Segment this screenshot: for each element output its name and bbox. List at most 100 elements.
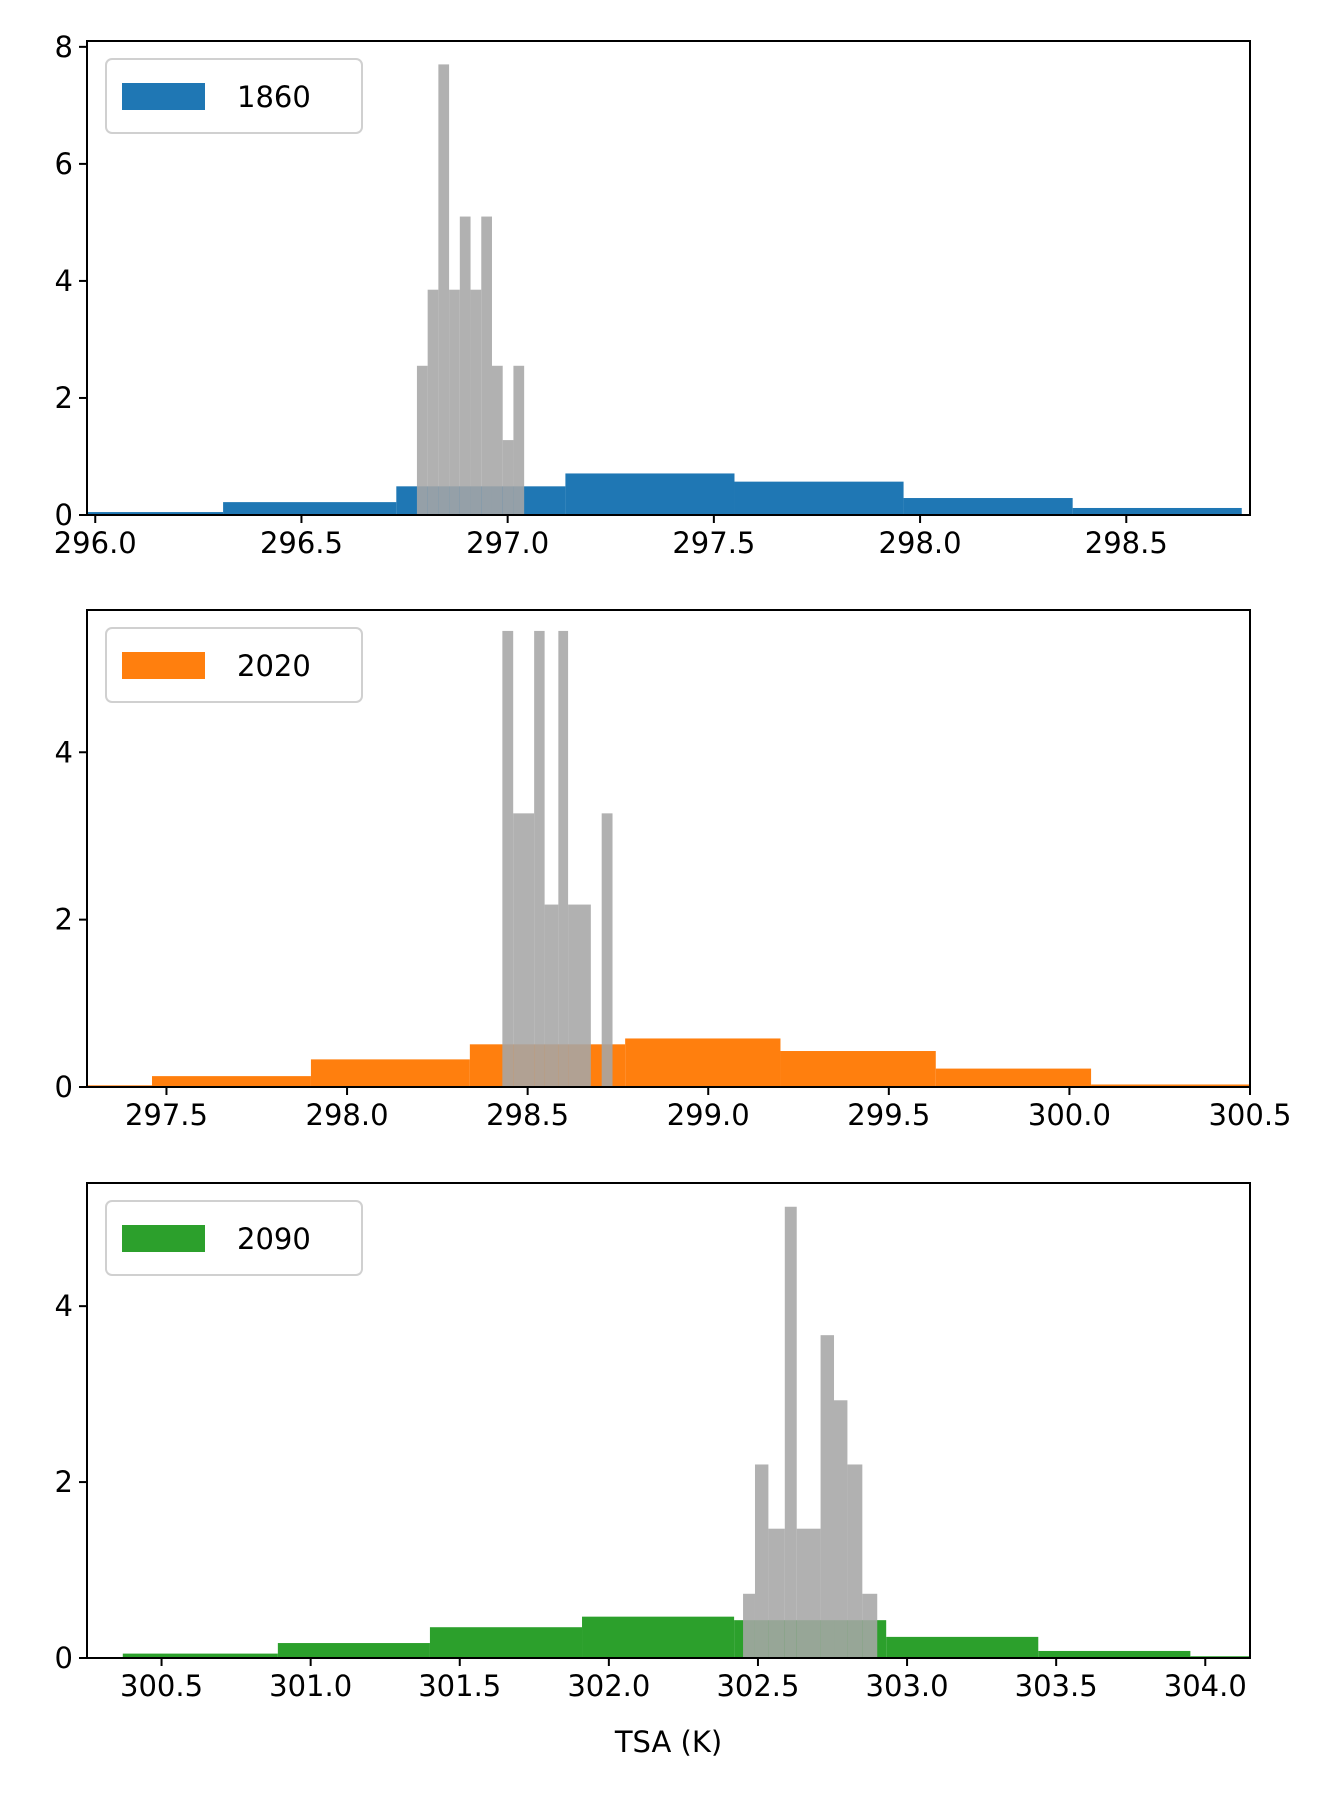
y-tick-label: 2	[55, 381, 73, 415]
panel-1860-frame	[86, 40, 1251, 516]
panel-2090-x-axis-label: TSA (K)	[614, 1725, 722, 1759]
bar-gray-3	[544, 904, 559, 1087]
x-tick-label: 296.0	[54, 526, 137, 560]
x-tick-label: 297.5	[672, 526, 755, 560]
panel-1860-bars	[87, 64, 1242, 516]
panel-2020: 297.5 298.0 298.5 299.0 299.5 300.0 300.5 024 …	[55, 609, 1292, 1132]
x-tick-label: 301.0	[269, 1669, 352, 1703]
y-tick-label: 4	[55, 1289, 73, 1323]
legend-label-1860: 1860	[237, 80, 311, 114]
y-tick-label: 2	[55, 1465, 73, 1499]
bar-1860-3	[565, 473, 735, 515]
bar-gray-7	[847, 1464, 863, 1658]
bar-gray-2	[534, 630, 545, 1087]
x-tick-label: 298.5	[486, 1098, 569, 1132]
y-tick-label: 0	[55, 498, 73, 532]
x-tick-label: 298.0	[879, 526, 962, 560]
x-tick-label: 300.5	[1208, 1098, 1291, 1132]
x-tick-label: 297.5	[125, 1098, 208, 1132]
legend-swatch-2020	[122, 652, 205, 679]
panel-2090-frame	[86, 1182, 1251, 1659]
bar-1860-4	[734, 481, 904, 515]
panel-2020-frame	[86, 609, 1251, 1088]
legend-label-2020: 2020	[237, 649, 311, 683]
legend-2090: 2090	[105, 1200, 363, 1276]
x-tick-label: 298.0	[306, 1098, 389, 1132]
bar-gray-9	[513, 365, 525, 515]
y-tick-label: 2	[55, 903, 73, 937]
y-tick-label: 8	[55, 30, 73, 64]
bar-gray-8	[502, 440, 514, 515]
x-tick-label: 297.0	[466, 526, 549, 560]
bar-2090-5	[886, 1636, 1039, 1658]
panel-2020-bars	[87, 630, 1250, 1087]
bar-1860-6	[1072, 507, 1242, 515]
x-tick-label: 299.0	[667, 1098, 750, 1132]
panel-1860: 296.0 296.5 297.0 297.5 298.0 298.5 0 2 4 6 8 186…	[54, 30, 1251, 560]
x-tick-label: 299.5	[847, 1098, 930, 1132]
bar-2020-5	[780, 1051, 936, 1087]
bar-2090-2	[429, 1627, 583, 1658]
x-tick-label: 302.5	[716, 1669, 799, 1703]
x-tick-label: 296.5	[260, 526, 343, 560]
bar-gray-1	[427, 289, 439, 515]
panel-1860-y-ticks: 0 2 4 6 8	[55, 30, 87, 532]
panel-2020-x-ticks: 297.5 298.0 298.5 299.0 299.5 300.0 300.5	[125, 1087, 1292, 1132]
x-tick-label: 301.5	[418, 1669, 501, 1703]
legend-label-2090: 2090	[237, 1222, 311, 1256]
legend-1860: 1860	[105, 58, 363, 134]
y-tick-label: 6	[55, 147, 73, 181]
legend-box	[105, 1200, 363, 1276]
legend-swatch-2090	[122, 1225, 205, 1252]
bar-gray-5	[568, 904, 591, 1087]
x-tick-label: 303.5	[1015, 1669, 1098, 1703]
y-tick-label: 4	[55, 735, 73, 769]
bar-2090-3	[582, 1616, 735, 1658]
panel-1860-x-ticks: 296.0 296.5 297.0 297.5 298.0 298.5	[54, 515, 1168, 560]
bar-2090-1	[277, 1643, 430, 1658]
bar-gray-1	[754, 1464, 769, 1658]
bar-gray-3	[784, 1206, 797, 1658]
panel-2020-y-ticks: 0 2 4	[55, 735, 87, 1104]
x-tick-label: 302.0	[567, 1669, 650, 1703]
legend-swatch-1860	[122, 83, 205, 110]
bar-2020-4	[625, 1038, 781, 1087]
bar-gray-4	[558, 630, 569, 1087]
bar-1860-5	[903, 498, 1073, 515]
bar-gray-6	[601, 813, 613, 1087]
bar-1860-0	[87, 512, 224, 515]
y-tick-label: 0	[55, 1070, 73, 1104]
panel-2090: 300.5 301.0 301.5 302.0 302.5 303.0 303.5 304.0…	[55, 1182, 1251, 1759]
bar-gray-5	[470, 289, 482, 515]
x-tick-label: 300.0	[1028, 1098, 1111, 1132]
bar-2020-7	[1091, 1084, 1250, 1087]
x-tick-label: 300.5	[120, 1669, 203, 1703]
panel-2090-x-ticks: 300.5 301.0 301.5 302.0 302.5 303.0 303.5 304.0	[120, 1658, 1247, 1703]
bar-2020-1	[152, 1076, 311, 1087]
bar-gray-4	[796, 1528, 821, 1658]
bar-2020-2	[310, 1059, 470, 1087]
x-tick-label: 303.0	[866, 1669, 949, 1703]
x-tick-label: 304.0	[1164, 1669, 1247, 1703]
bar-gray-8	[862, 1593, 878, 1658]
legend-2020: 2020	[105, 627, 363, 703]
bar-1860-1	[223, 502, 397, 515]
bar-gray-0	[502, 630, 514, 1087]
bar-2020-6	[935, 1068, 1092, 1087]
bar-2090-0	[122, 1653, 278, 1658]
x-tick-label: 298.5	[1085, 526, 1168, 560]
bar-gray-5	[820, 1335, 835, 1658]
y-tick-label: 0	[55, 1641, 73, 1675]
bar-gray-0	[416, 365, 428, 515]
bar-gray-6	[834, 1400, 848, 1658]
legend-box	[105, 627, 363, 703]
bar-gray-2	[768, 1528, 785, 1658]
legend-box	[105, 58, 363, 134]
bar-gray-0	[743, 1593, 755, 1658]
bar-gray-2	[438, 64, 450, 515]
y-tick-label: 4	[55, 264, 73, 298]
bar-gray-1	[513, 813, 535, 1087]
panel-2090-y-ticks: 0 2 4	[55, 1289, 87, 1675]
bar-gray-4	[459, 216, 471, 516]
